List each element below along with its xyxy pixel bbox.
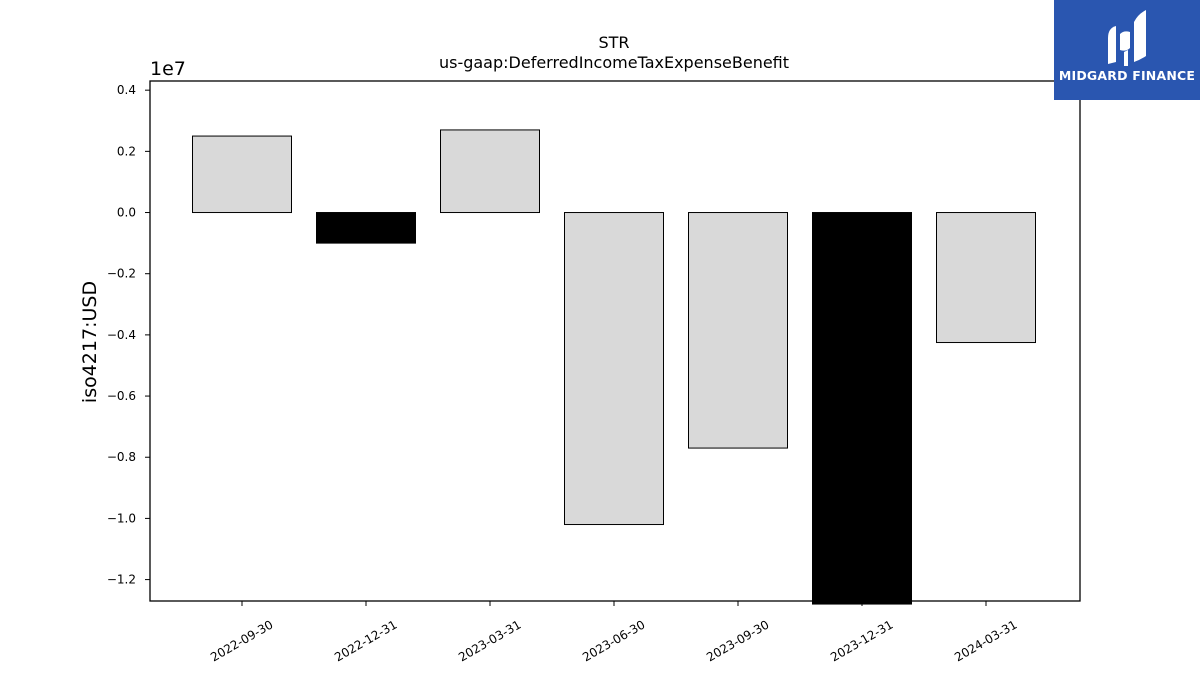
- y-tick-label: −0.8: [107, 450, 136, 464]
- y-axis-ticks: −1.2 −1.0 −0.8 −0.6 −0.4 −0.2 0.0 0.2 0.4: [107, 83, 150, 587]
- bars-group: [192, 129, 1036, 605]
- logo-text: MIDGARD FINANCE: [1058, 68, 1196, 83]
- y-offset-label: 1e7: [150, 58, 186, 80]
- y-axis-label: iso4217:USD: [79, 281, 101, 403]
- y-tick-label: 0.0: [117, 206, 136, 220]
- bar-2023-06-30: [564, 212, 664, 526]
- x-tick-label: 2022-09-30: [208, 617, 275, 664]
- y-tick-label: −0.4: [107, 328, 136, 342]
- y-tick-label: −0.2: [107, 267, 136, 281]
- y-tick-label: −1.0: [107, 511, 136, 525]
- x-tick-label: 2023-09-30: [704, 617, 771, 664]
- y-tick-label: 0.4: [117, 83, 136, 97]
- x-tick-label: 2023-06-30: [580, 617, 647, 664]
- x-tick-label: 2024-03-31: [952, 617, 1019, 664]
- x-tick-label: 2022-12-31: [332, 617, 399, 664]
- plot-frame: [149, 80, 1081, 602]
- y-tick-label: 0.2: [117, 144, 136, 158]
- x-axis-ticks: 2022-09-30 2022-12-31 2023-03-31 2023-06-30…: [208, 601, 1020, 664]
- bar-2022-12-31: [316, 212, 416, 244]
- chart-subtitle: us-gaap:DeferredIncomeTaxExpenseBenefit: [439, 53, 789, 72]
- bar-2023-03-31: [440, 129, 540, 214]
- midgard-logo-icon: [1108, 10, 1146, 66]
- y-tick-label: −0.6: [107, 389, 136, 403]
- x-tick-label: 2023-03-31: [456, 617, 523, 664]
- chart-title: STR: [598, 33, 629, 52]
- x-tick-label: 2023-12-31: [828, 617, 895, 664]
- bar-2023-12-31: [812, 212, 912, 605]
- bar-2022-09-30: [192, 135, 292, 214]
- bar-2023-09-30: [688, 212, 788, 449]
- midgard-finance-logo: MIDGARD FINANCE: [1054, 0, 1200, 100]
- bar-2024-03-31: [936, 212, 1036, 344]
- y-tick-label: −1.2: [107, 573, 136, 587]
